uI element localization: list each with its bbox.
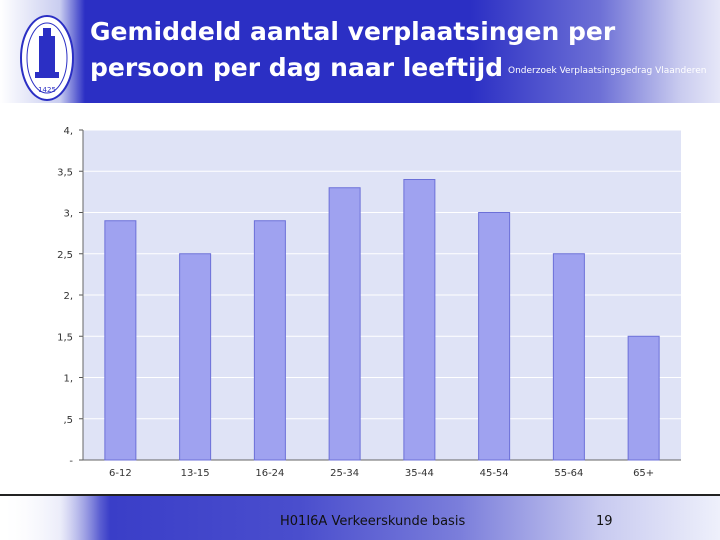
bar-chart: - ,5 1, 1,5 2, 2,5 3, 3,5 4, 6-12 13-15 16-24 25-34 3… [57,126,681,479]
x-tick-label: 35-44 [405,468,434,479]
bar [552,253,585,461]
seal-year: 1425 [38,86,56,94]
bar [627,335,660,461]
y-tick-label: 4, [63,126,73,137]
y-tick-label: 1,5 [57,332,73,343]
university-seal-icon: 1425 [20,15,74,101]
source-note: Onderzoek Verplaatsingsgedrag Vlaanderen [508,66,707,76]
x-tick-label: 55-64 [554,468,583,479]
y-tick-label: - [69,456,73,467]
slide-title-line2: persoon per dag naar leeftijd [90,53,504,82]
bar [104,220,137,461]
x-tick-label: 45-54 [480,468,509,479]
course-name: H01I6A Verkeerskunde basis [280,514,466,529]
y-tick-label: 2,5 [57,250,73,261]
x-tick-label: 13-15 [181,468,210,479]
y-tick-label: 2, [63,291,73,302]
bar [478,212,511,461]
bar [403,179,436,461]
y-tick-label: 3,5 [57,167,73,178]
x-tick-label: 25-34 [330,468,359,479]
slide-title-line1: Gemiddeld aantal verplaatsingen per [90,17,616,46]
footer-fade [0,496,100,540]
footer-divider [0,494,720,496]
slide-footer [0,496,720,540]
bar [253,220,286,461]
bar [328,187,361,461]
y-tick-label: 3, [63,209,73,220]
x-tick-label: 16-24 [255,468,284,479]
page-number: 19 [596,514,613,529]
x-tick-label: 65+ [633,468,654,479]
x-tick-label: 6-12 [109,468,132,479]
y-tick-label: ,5 [63,415,73,426]
y-tick-label: 1, [63,374,73,385]
bar [179,253,212,461]
slide-header [0,0,720,103]
